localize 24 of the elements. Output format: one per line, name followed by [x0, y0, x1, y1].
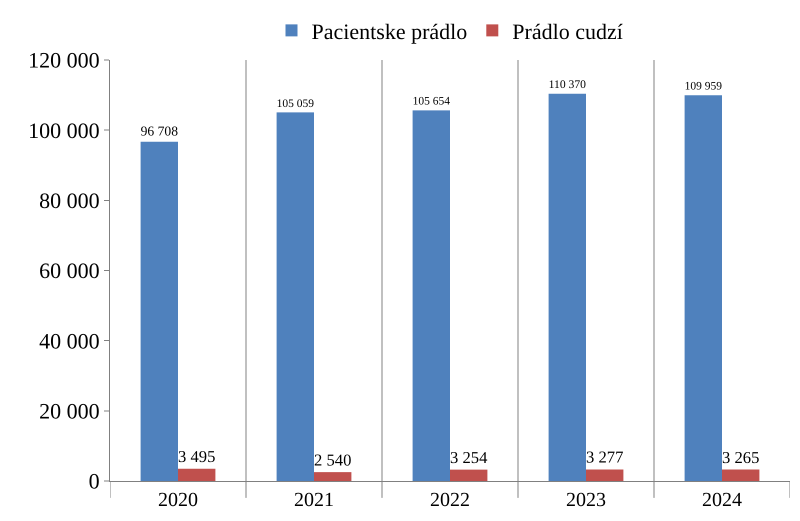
- data-label: 2 540: [314, 450, 352, 470]
- data-label: 109 959: [684, 80, 722, 93]
- data-label: 3 265: [722, 448, 760, 467]
- legend-label: Prádlo cudzí: [512, 18, 623, 44]
- data-label: 105 654: [412, 96, 450, 108]
- y-tick-label: 0: [88, 468, 100, 494]
- data-label: 3 277: [586, 448, 624, 467]
- legend-label: Pacientske prádlo: [312, 18, 468, 44]
- data-label: 3 254: [450, 448, 488, 467]
- data-label: 96 708: [140, 124, 178, 139]
- x-tick-label: 2020: [158, 489, 198, 511]
- y-tick-label: 60 000: [39, 258, 100, 284]
- y-tick-label: 100 000: [28, 118, 100, 143]
- x-tick-label: 2022: [430, 489, 470, 511]
- data-label: 110 370: [548, 78, 586, 92]
- y-tick-label: 40 000: [39, 328, 100, 354]
- y-tick-label: 80 000: [39, 188, 100, 214]
- data-label: 105 059: [276, 98, 314, 110]
- x-tick-label: 2021: [294, 489, 334, 511]
- data-label: 3 495: [178, 446, 216, 466]
- x-tick-label: 2024: [702, 489, 742, 511]
- y-tick-label: 120 000: [28, 48, 100, 73]
- y-tick-label: 20 000: [39, 398, 100, 424]
- x-tick-label: 2023: [566, 489, 606, 511]
